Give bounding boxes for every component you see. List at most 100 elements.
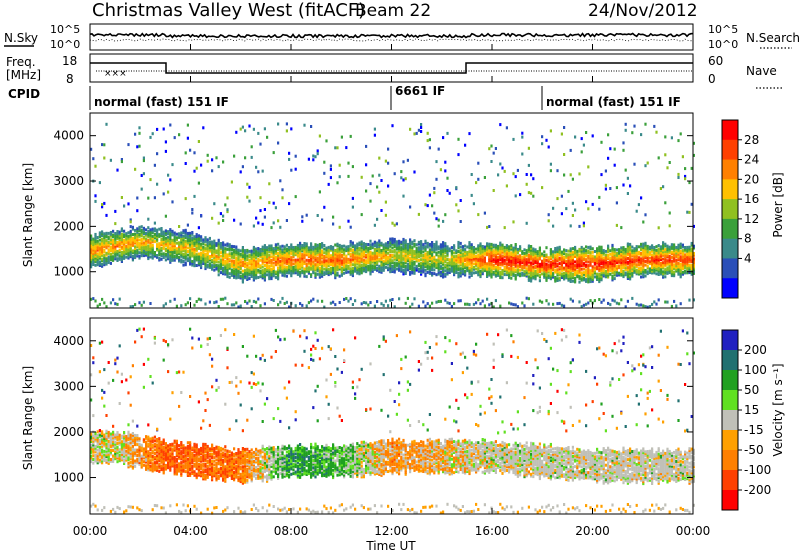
heat-cell: [318, 259, 321, 263]
heat-cell: [545, 271, 548, 275]
heat-cell: [503, 269, 506, 273]
heat-cell: [508, 254, 511, 258]
heat-cell: [338, 267, 341, 271]
heat-cell: [657, 271, 660, 275]
heat-cell: [230, 246, 233, 250]
heat-cell: [523, 270, 526, 274]
heat-cell: [527, 266, 530, 270]
heat-cell: [180, 238, 183, 242]
heat-cell: [219, 267, 222, 271]
heat-cell: [312, 253, 315, 257]
heat-cell: [338, 251, 341, 255]
heat-cell: [112, 434, 115, 438]
heat-cell: [404, 259, 407, 263]
heat-cell: [301, 247, 304, 251]
heat-cell: [593, 260, 596, 264]
heat-cell: [411, 262, 414, 266]
heat-cell: [312, 247, 315, 251]
heat-cell: [96, 461, 99, 465]
heat-cell: [261, 252, 264, 256]
heat-cell: [290, 272, 293, 276]
heat-cell: [490, 271, 493, 275]
heat-cell: [655, 266, 658, 270]
heat-cell: [241, 276, 244, 280]
heat-cell: [340, 135, 343, 139]
heat-cell: [217, 267, 220, 271]
heat-cell: [431, 253, 434, 257]
heat-cell: [466, 263, 469, 267]
heat-cell: [189, 242, 192, 246]
heat-cell: [138, 229, 141, 233]
heat-cell: [257, 276, 260, 279]
heat-cell: [576, 253, 579, 257]
heat-cell: [604, 187, 607, 191]
heat-cell: [250, 249, 253, 253]
heat-cell: [351, 254, 354, 258]
heat-cell: [283, 252, 286, 256]
heat-cell: [532, 252, 535, 256]
heat-cell: [681, 155, 684, 159]
heat-cell: [600, 260, 603, 264]
heat-cell: [178, 241, 181, 245]
heat-cell: [582, 258, 585, 262]
heat-cell: [171, 247, 174, 251]
heat-cell: [213, 252, 216, 256]
heat-cell: [420, 249, 423, 253]
heat-cell: [334, 276, 337, 280]
heat-cell: [450, 304, 453, 308]
heat-cell: [248, 271, 251, 275]
heat-cell: [582, 224, 585, 228]
heat-cell: [578, 258, 581, 262]
heat-cell: [552, 266, 555, 270]
heat-cell: [461, 254, 464, 258]
heat-cell: [283, 267, 286, 271]
heat-cell: [131, 238, 134, 242]
heat-cell: [527, 246, 530, 250]
heat-cell: [404, 268, 407, 272]
heat-cell: [334, 250, 337, 254]
heat-cell: [98, 249, 101, 253]
heat-cell: [211, 258, 214, 262]
heat-cell: [345, 267, 348, 271]
heat-cell: [666, 250, 669, 254]
heat-cell: [94, 454, 97, 457]
heat-cell: [98, 238, 101, 242]
heat-cell: [316, 269, 319, 273]
heat-cell: [435, 253, 438, 257]
heat-cell: [541, 254, 544, 258]
heat-cell: [530, 254, 533, 258]
heat-cell: [567, 271, 570, 275]
heat-cell: [402, 237, 405, 241]
heat-cell: [558, 253, 561, 257]
heat-cell: [312, 256, 315, 260]
heat-cell: [541, 272, 544, 276]
heat-cell: [340, 248, 343, 252]
heat-cell: [123, 247, 126, 251]
heat-cell: [263, 208, 266, 211]
heat-cell: [116, 168, 119, 172]
heat-cell: [516, 266, 519, 269]
heat-cell: [149, 244, 152, 248]
heat-cell: [345, 260, 348, 263]
heat-cell: [224, 203, 227, 207]
heat-cell: [112, 246, 115, 250]
heat-cell: [252, 265, 255, 269]
heat-cell: [226, 208, 229, 212]
heat-cell: [477, 247, 480, 251]
heat-cell: [450, 253, 453, 257]
heat-cell: [343, 268, 346, 272]
heat-cell: [140, 232, 143, 236]
heat-cell: [530, 265, 533, 268]
heat-cell: [149, 228, 152, 232]
heat-cell: [173, 249, 176, 253]
heat-cell: [453, 264, 456, 268]
heat-cell: [554, 276, 557, 279]
heat-cell: [257, 259, 260, 263]
heat-cell: [615, 186, 618, 190]
heat-cell: [387, 259, 390, 263]
heat-cell: [296, 251, 299, 255]
heat-cell: [131, 249, 134, 253]
heat-cell: [543, 264, 546, 268]
heat-cell: [213, 259, 216, 263]
heat-cell: [103, 440, 106, 444]
